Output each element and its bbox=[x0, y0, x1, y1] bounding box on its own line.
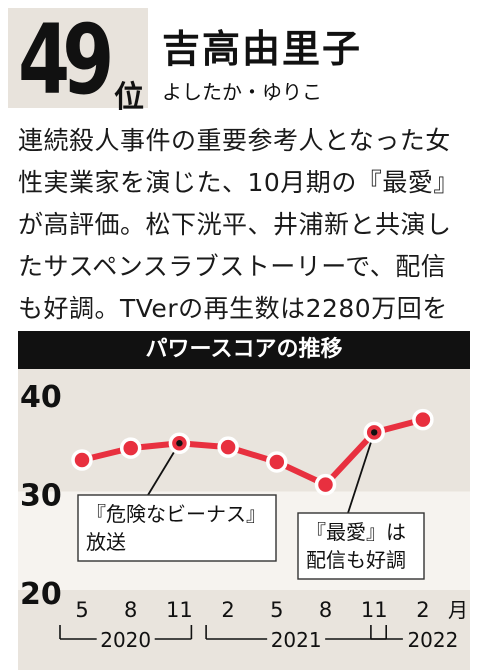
x-tick-label: 11 bbox=[166, 598, 193, 622]
data-point bbox=[217, 436, 239, 458]
annotation-box bbox=[297, 512, 425, 580]
person-reading: よしたか・ゆりこ bbox=[162, 80, 322, 104]
annotation-text: 放送 bbox=[86, 530, 126, 554]
data-point bbox=[71, 449, 93, 471]
data-point bbox=[314, 473, 337, 496]
y-tick-label: 30 bbox=[20, 479, 62, 514]
chart-band-lower bbox=[18, 590, 470, 670]
article-body: 連続殺人事件の重要参考人となった女性実業家を演じた、10月期の『最愛』が高評価。… bbox=[18, 126, 459, 365]
x-tick-label: 5 bbox=[75, 598, 88, 622]
x-tick-label: 8 bbox=[124, 598, 137, 622]
rank-number: 49 bbox=[18, 4, 114, 116]
data-point bbox=[412, 408, 434, 431]
y-tick-label: 40 bbox=[20, 380, 62, 415]
annotation-marker-dot bbox=[371, 429, 378, 436]
annotation-text: 『危険なビーナス』 bbox=[86, 502, 266, 526]
annotation-box bbox=[77, 494, 277, 562]
month-unit-label: 月 bbox=[448, 598, 468, 622]
chart-title: パワースコアの推移 bbox=[18, 331, 470, 369]
data-point bbox=[266, 451, 288, 473]
x-tick-label: 2 bbox=[221, 598, 234, 622]
year-label: 2020 bbox=[100, 628, 151, 652]
chart-band-upper bbox=[18, 369, 470, 492]
x-tick-label: 8 bbox=[319, 598, 332, 622]
annotation-text: 配信も好調 bbox=[306, 548, 406, 572]
x-tick-label: 11 bbox=[361, 598, 388, 622]
data-point bbox=[119, 437, 142, 459]
x-tick-label: 2 bbox=[416, 598, 429, 622]
year-label: 2021 bbox=[271, 628, 322, 652]
annotation-pointer bbox=[347, 432, 376, 514]
rank-suffix: 位 bbox=[114, 80, 144, 115]
x-tick-label: 5 bbox=[270, 598, 283, 622]
annotation-text: 『最愛』は bbox=[306, 520, 406, 544]
y-tick-label: 20 bbox=[20, 577, 62, 612]
year-label: 2022 bbox=[407, 628, 458, 652]
rank-box: 49 位 bbox=[8, 4, 148, 116]
person-name: 吉高由里子 bbox=[162, 27, 363, 71]
annotation-marker-dot bbox=[176, 440, 183, 447]
